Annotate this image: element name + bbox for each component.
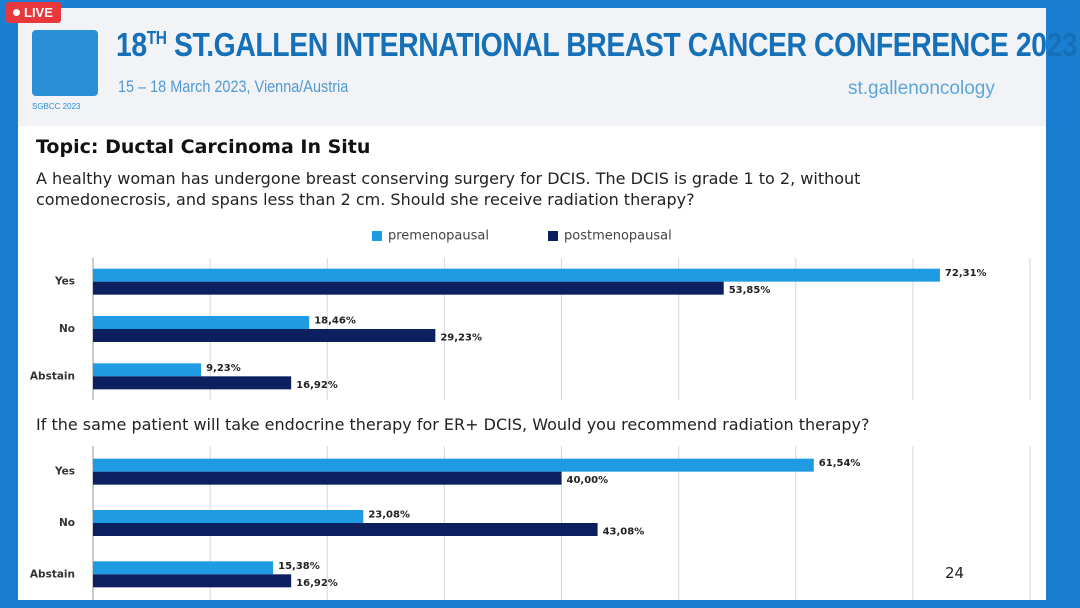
bar [93,376,292,390]
question-1: A healthy woman has undergone breast con… [36,169,861,209]
topic: Topic: Ductal Carcinoma In Situ [36,136,371,158]
bar [93,329,436,342]
header-band [18,8,1046,126]
bar [93,523,598,536]
bar [93,471,562,485]
value-label: 40,00% [567,475,609,486]
bar [93,510,364,523]
category-label: Yes [54,276,75,288]
title-rest: ST.GALLEN INTERNATIONAL BREAST CANCER CO… [173,26,1078,63]
value-label: 61,54% [819,458,861,469]
bar [93,363,202,377]
legend-label: postmenopausal [564,229,672,244]
category-label: No [59,517,75,529]
category-label: Abstain [30,568,75,580]
live-badge: LIVE [6,2,61,23]
logo [32,30,98,96]
bar [93,574,292,588]
bar [93,268,940,282]
bar [93,458,814,472]
question-2: If the same patient will take endocrine … [36,415,870,434]
legend-swatch [548,231,558,241]
value-label: 43,08% [603,527,645,538]
title-number: 18 [116,26,147,63]
value-label: 23,08% [368,510,410,521]
value-label: 9,23% [206,363,241,374]
value-label: 16,92% [296,380,338,391]
conference-title: 18TH ST.GALLEN INTERNATIONAL BREAST CANC… [116,26,1078,64]
title-superscript: TH [146,28,167,48]
logo-text: SGBCC 2023 [32,102,81,111]
live-text: LIVE [24,5,53,20]
category-label: No [59,323,75,335]
page-number: 24 [945,564,965,582]
bar [93,316,310,329]
brand: st.gallenoncology [848,78,995,99]
category-label: Yes [54,466,75,478]
value-label: 16,92% [296,578,338,589]
category-label: Abstain [30,370,75,382]
value-label: 72,31% [945,268,987,279]
value-label: 18,46% [314,316,356,327]
value-label: 15,38% [278,561,320,572]
legend-swatch [372,231,382,241]
value-label: 29,23% [440,333,482,344]
legend-label: premenopausal [388,229,489,244]
bar [93,281,724,295]
bar [93,561,274,575]
conference-date: 15 – 18 March 2023, Vienna/Austria [118,77,349,96]
value-label: 53,85% [729,285,771,296]
